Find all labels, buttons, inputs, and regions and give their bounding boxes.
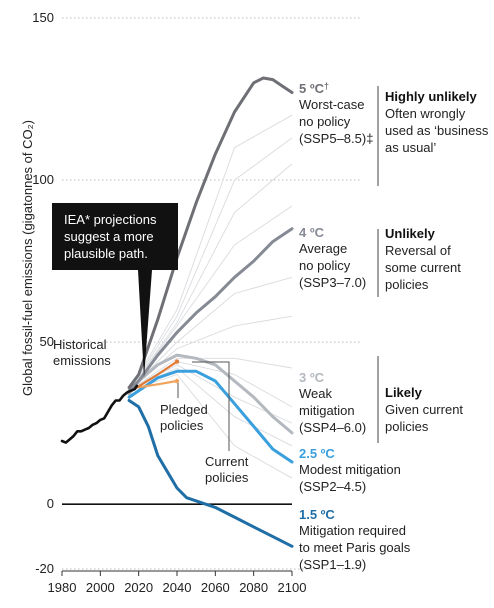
series-endpoint-current — [174, 359, 180, 364]
scenario-temp-label: 4 ºC — [299, 225, 325, 240]
likelihood-description: Often wrongly — [385, 106, 466, 121]
background-scenario-line — [128, 276, 293, 392]
iea-callout-box — [52, 203, 178, 378]
x-tick-label: 2080 — [239, 580, 268, 595]
series-line-pledged — [135, 379, 179, 389]
scenario-description: (SSP5–8.5)‡ — [299, 131, 373, 146]
series-endpoint-pledged — [174, 378, 180, 384]
series-line-ssp460 — [127, 353, 294, 435]
scenario-temp-label: 1.5 ºC — [299, 507, 335, 522]
background-scenario-line — [128, 205, 293, 391]
iea-callout-text: suggest a more — [64, 229, 154, 244]
scenario-temp-label: 5 ºC† — [299, 81, 329, 96]
likelihood-description: Given current — [385, 402, 463, 417]
series-line-current — [135, 360, 179, 389]
current-label: Current — [205, 454, 249, 469]
scenario-description: no policy — [299, 114, 351, 129]
pledged-label: policies — [160, 418, 204, 433]
scenario-description: Mitigation required — [299, 523, 406, 538]
x-tick-label: 1980 — [48, 580, 77, 595]
background-scenario-line — [128, 114, 293, 391]
series-line-ssp245 — [127, 369, 294, 464]
historical-label: Historical — [53, 337, 107, 352]
likelihood-description: Reversal of — [385, 243, 451, 258]
scenario-description: (SSP2–4.5) — [299, 479, 366, 494]
scenario-description: (SSP1–1.9) — [299, 557, 366, 572]
pledged-label: Pledged — [160, 402, 208, 417]
scenario-description: (SSP4–6.0) — [299, 420, 366, 435]
scenario-description: no policy — [299, 258, 351, 273]
iea-callout-text: plausible path. — [64, 246, 148, 261]
historical-label: emissions — [53, 353, 111, 368]
likelihood-heading: Likely — [385, 385, 423, 400]
scenario-temp-label: 2.5 ºC — [299, 446, 335, 461]
background-scenario-line — [128, 357, 293, 392]
likelihood-description: policies — [385, 277, 429, 292]
y-tick-label: -20 — [35, 561, 54, 576]
x-tick-label: 2060 — [201, 580, 230, 595]
y-tick-label: 0 — [47, 496, 54, 511]
series-line-ssp585 — [127, 76, 294, 389]
x-tick-label: 2000 — [86, 580, 115, 595]
x-tick-label: 2100 — [278, 580, 307, 595]
likelihood-description: as usual’ — [385, 140, 436, 155]
background-scenario-line — [128, 137, 293, 391]
scenario-temp-label: 3 ºC — [299, 370, 325, 385]
scenario-description: (SSP3–7.0) — [299, 275, 366, 290]
likelihood-heading: Highly unlikely — [385, 89, 478, 104]
likelihood-description: used as ‘business — [385, 123, 489, 138]
x-tick-label: 2040 — [163, 580, 192, 595]
x-tick-label: 2020 — [124, 580, 153, 595]
series-line-ssp119 — [127, 399, 294, 548]
series-line-historical — [60, 384, 139, 444]
y-tick-label: 50 — [40, 334, 54, 349]
scenario-description: Average — [299, 241, 347, 256]
background-scenario-line — [128, 364, 293, 424]
y-tick-label: 150 — [32, 10, 54, 25]
series-line-ssp370 — [127, 227, 294, 393]
scenario-description: Worst-case — [299, 97, 365, 112]
scenario-description: to meet Paris goals — [299, 540, 411, 555]
iea-callout-text: IEA* projections — [64, 212, 157, 227]
current-label: policies — [205, 470, 249, 485]
y-tick-label: 100 — [32, 172, 54, 187]
scenario-description: mitigation — [299, 403, 355, 418]
likelihood-heading: Unlikely — [385, 226, 436, 241]
likelihood-description: some current — [385, 260, 461, 275]
current-leader — [192, 361, 230, 451]
scenario-description: Modest mitigation — [299, 462, 401, 477]
background-scenario-line — [128, 163, 293, 391]
y-axis-label: Global fossil-fuel emissions (gigatonnes… — [20, 120, 35, 396]
likelihood-description: policies — [385, 419, 429, 434]
scenario-description: Weak — [299, 386, 332, 401]
